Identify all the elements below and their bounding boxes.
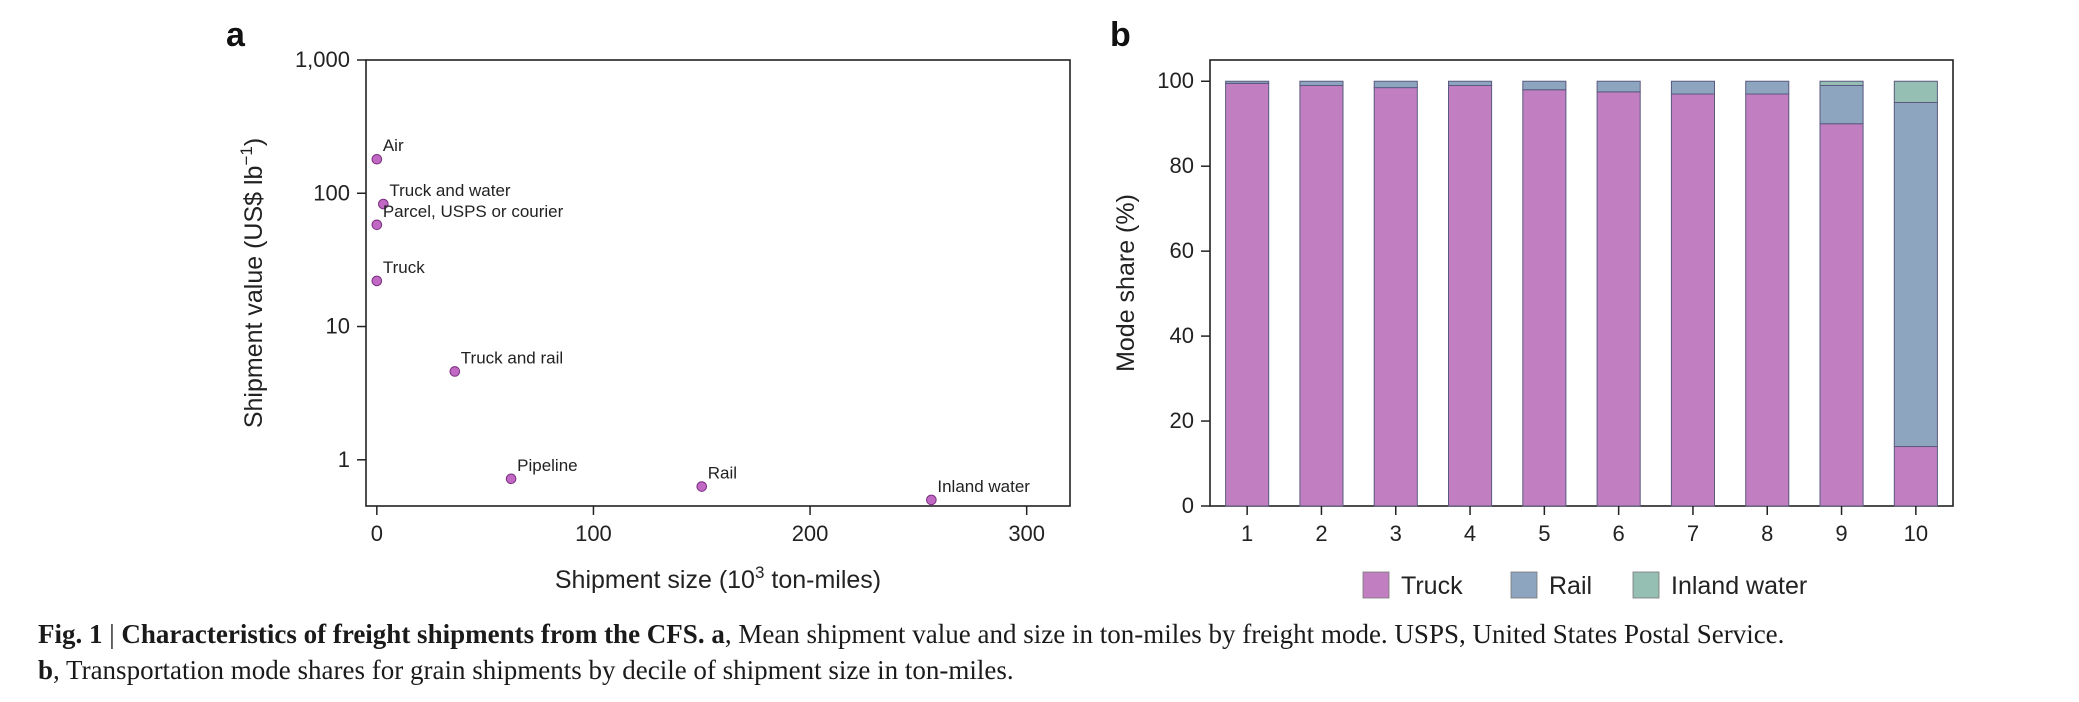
bar-segment	[1596, 80, 1641, 93]
panel-b-letter: b	[1110, 16, 1131, 54]
scatter-y-tick-label: 10	[326, 314, 350, 339]
bar-x-tick-label: 9	[1835, 521, 1847, 546]
scatter-point	[371, 275, 383, 287]
figure-caption: Fig. 1 | Characteristics of freight ship…	[38, 616, 2058, 688]
scatter-point	[505, 473, 517, 485]
legend: Truck Rail Inland water	[1362, 571, 1807, 600]
scatter-point-label: Truck and water	[389, 181, 511, 200]
scatter-x-tick-label: 0	[371, 521, 383, 546]
scatter-y-tick-label: 1	[338, 447, 350, 472]
bar-segment	[1745, 80, 1790, 95]
caption-b-letter: b	[38, 655, 54, 685]
bar-segment	[1225, 80, 1270, 84]
bar-panel: b 0 20 40 60 80 100 1 2 3 4 5 6 7 8 9 10 Mode share (%…	[1110, 16, 1954, 600]
bar-x-axis: 1 2 3 4 5 6 7 8 9 10	[1241, 506, 1928, 546]
bar-segment	[1893, 446, 1938, 507]
scatter-x-axis: 0 100 200 300	[371, 506, 1045, 546]
caption-fig-label: Fig. 1	[38, 619, 103, 649]
scatter-point	[371, 153, 383, 165]
scatter-point-label: Pipeline	[517, 456, 578, 475]
bar-segment	[1670, 93, 1715, 507]
scatter-point	[371, 219, 383, 231]
bar-segment	[1448, 80, 1493, 86]
scatter-point	[696, 481, 708, 492]
caption-separator: |	[102, 619, 122, 649]
bar-segment	[1893, 101, 1938, 448]
bar-segment	[1893, 80, 1938, 103]
scatter-xlabel-tail: ton-miles)	[764, 566, 881, 594]
bar-x-tick-label: 8	[1761, 521, 1773, 546]
bar-segment	[1819, 80, 1864, 86]
legend-swatch	[1362, 571, 1390, 599]
bar-segment	[1745, 93, 1790, 507]
scatter-point	[449, 366, 461, 377]
bar-segment	[1299, 84, 1344, 507]
bar-series	[1225, 80, 1938, 507]
bar-segment	[1819, 123, 1864, 507]
scatter-point	[926, 494, 937, 506]
bar-segment	[1373, 80, 1418, 89]
scatter-ylabel-tail: )	[240, 138, 268, 146]
caption-a-text: , Mean shipment value and size in ton-mi…	[724, 619, 1785, 649]
bar-y-tick-label: 40	[1170, 323, 1194, 348]
scatter-ylabel-sup: −1	[237, 146, 256, 165]
scatter-panel: a 1 10 100 1,000 0 100 200 300 Air Truck and wa…	[226, 16, 1071, 594]
scatter-y-axis: 1 10 100 1,000	[295, 47, 366, 472]
bar-segment	[1596, 91, 1641, 507]
legend-label: Truck	[1401, 572, 1463, 600]
bar-y-tick-label: 100	[1157, 68, 1194, 93]
bar-y-tick-label: 80	[1170, 153, 1194, 178]
bar-x-tick-label: 3	[1390, 521, 1402, 546]
scatter-x-axis-title: Shipment size (103 ton-miles)	[555, 563, 881, 594]
scatter-xlabel-main: Shipment size (10	[555, 566, 755, 594]
scatter-plot-frame	[365, 59, 1071, 507]
bar-x-tick-label: 10	[1904, 521, 1928, 546]
caption-a-letter: a	[711, 619, 725, 649]
bar-segment	[1522, 89, 1567, 507]
bar-x-tick-label: 5	[1538, 521, 1550, 546]
bar-segment	[1670, 80, 1715, 95]
caption-b-text: , Transportation mode shares for grain s…	[53, 655, 1014, 685]
scatter-xlabel-sup: 3	[755, 563, 764, 582]
scatter-point-label: Air	[383, 136, 404, 155]
bar-y-tick-label: 20	[1170, 408, 1194, 433]
legend-swatch	[1632, 571, 1660, 599]
caption-title: Characteristics of freight shipments fro…	[121, 619, 705, 649]
bar-x-tick-label: 4	[1464, 521, 1476, 546]
scatter-x-tick-label: 100	[575, 521, 612, 546]
scatter-x-tick-label: 300	[1008, 521, 1045, 546]
legend-label: Rail	[1549, 572, 1592, 600]
scatter-point-label: Rail	[708, 464, 737, 483]
legend-swatch	[1510, 571, 1538, 599]
scatter-x-tick-label: 200	[792, 521, 829, 546]
scatter-y-axis-title: Shipment value (US$ lb−1)	[237, 138, 268, 428]
bar-segment	[1448, 84, 1493, 507]
scatter-point	[378, 198, 389, 210]
bar-x-tick-label: 1	[1241, 521, 1253, 546]
bar-y-tick-label: 60	[1170, 238, 1194, 263]
scatter-point-label: Truck and rail	[461, 348, 563, 367]
scatter-ylabel-main: Shipment value (US$ lb	[240, 166, 268, 429]
scatter-point-label: Truck	[383, 258, 425, 277]
bar-y-axis: 0 20 40 60 80 100	[1157, 68, 1210, 518]
bar-y-tick-label: 0	[1182, 493, 1194, 518]
bar-segment	[1225, 82, 1270, 507]
panel-a-letter: a	[226, 16, 246, 54]
scatter-point-label: Parcel, USPS or courier	[383, 202, 564, 221]
scatter-points: Air Truck and water Parcel, USPS or courie…	[371, 136, 1030, 506]
scatter-point-label: Inland water	[937, 477, 1030, 496]
bar-segment	[1373, 87, 1418, 507]
legend-label: Inland water	[1671, 572, 1807, 600]
bar-segment	[1299, 80, 1344, 86]
bar-x-tick-label: 2	[1315, 521, 1327, 546]
scatter-y-tick-label: 100	[313, 180, 350, 205]
bar-x-tick-label: 6	[1613, 521, 1625, 546]
bar-y-axis-title: Mode share (%)	[1112, 194, 1140, 372]
bar-plot-frame	[1209, 59, 1954, 507]
bar-segment	[1819, 84, 1864, 125]
bar-segment	[1522, 80, 1567, 91]
scatter-y-tick-label: 1,000	[295, 47, 350, 72]
bar-x-tick-label: 7	[1687, 521, 1699, 546]
